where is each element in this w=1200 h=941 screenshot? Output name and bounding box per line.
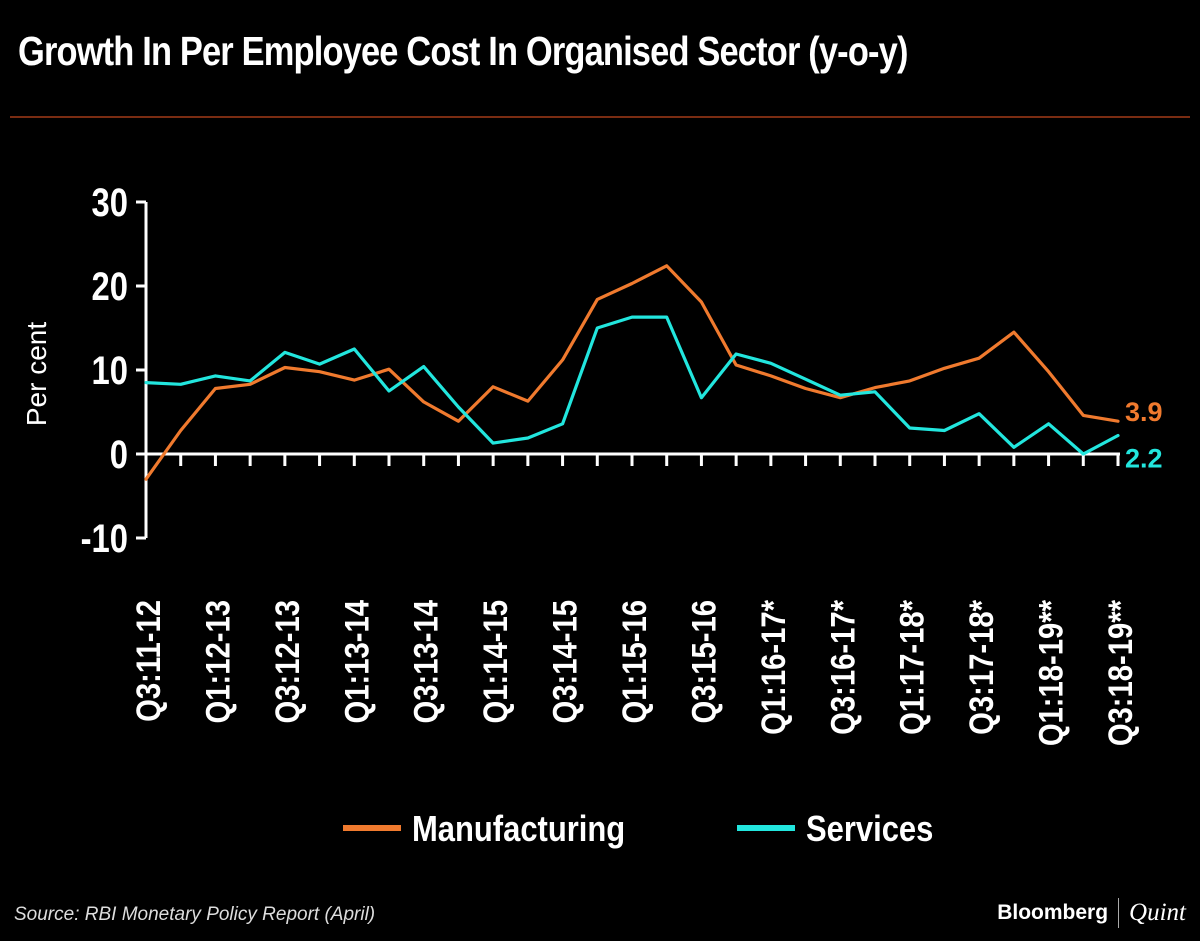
y-tick-label: 30 [92,180,128,225]
series-end-label-services: 2.2 [1125,444,1163,474]
series-end-label-manufacturing: 3.9 [1125,397,1163,427]
y-tick-label: 20 [92,264,128,309]
x-tick-label: Q3:15-16 [684,600,723,723]
title-divider [10,116,1190,118]
x-tick-label: Q3:18-19** [1101,599,1140,746]
x-tick-label: Q1:18-19** [1031,599,1070,746]
legend-label-services: Services [806,810,933,850]
x-tick-label: Q3:17-18* [962,599,1001,734]
x-tick-label: Q3:14-15 [545,600,584,723]
x-tick-label: Q3:13-14 [407,600,446,724]
x-tick-label: Q3:11-12 [129,600,168,722]
brand-divider [1118,898,1120,928]
legend-label-manufacturing: Manufacturing [412,810,625,850]
x-tick-label: Q1:12-13 [198,600,237,723]
brand-name: Bloomberg [997,901,1109,924]
chart-title: Growth In Per Employee Cost In Organised… [18,28,908,74]
x-tick-label: Q1:17-18* [893,599,932,734]
x-tick-label: Q3:12-13 [268,600,307,723]
brand-partner: Quint [1129,899,1186,926]
x-tick-label: Q3:16-17* [823,599,862,734]
y-tick-label: 10 [92,348,128,393]
series-line-manufacturing [144,264,1120,481]
series-line-services [144,315,1120,456]
y-tick-label: -10 [81,516,128,561]
y-tick-label: 0 [110,432,128,477]
brand-logo: Bloomberg Quint [997,898,1186,928]
x-tick-label: Q1:14-15 [476,600,515,723]
source-note: Source: RBI Monetary Policy Report (Apri… [14,904,376,925]
y-axis-title: Per cent [21,322,52,426]
x-tick-label: Q1:15-16 [615,600,654,723]
x-tick-label: Q1:13-14 [337,600,376,724]
x-tick-label: Q1:16-17* [754,599,793,734]
